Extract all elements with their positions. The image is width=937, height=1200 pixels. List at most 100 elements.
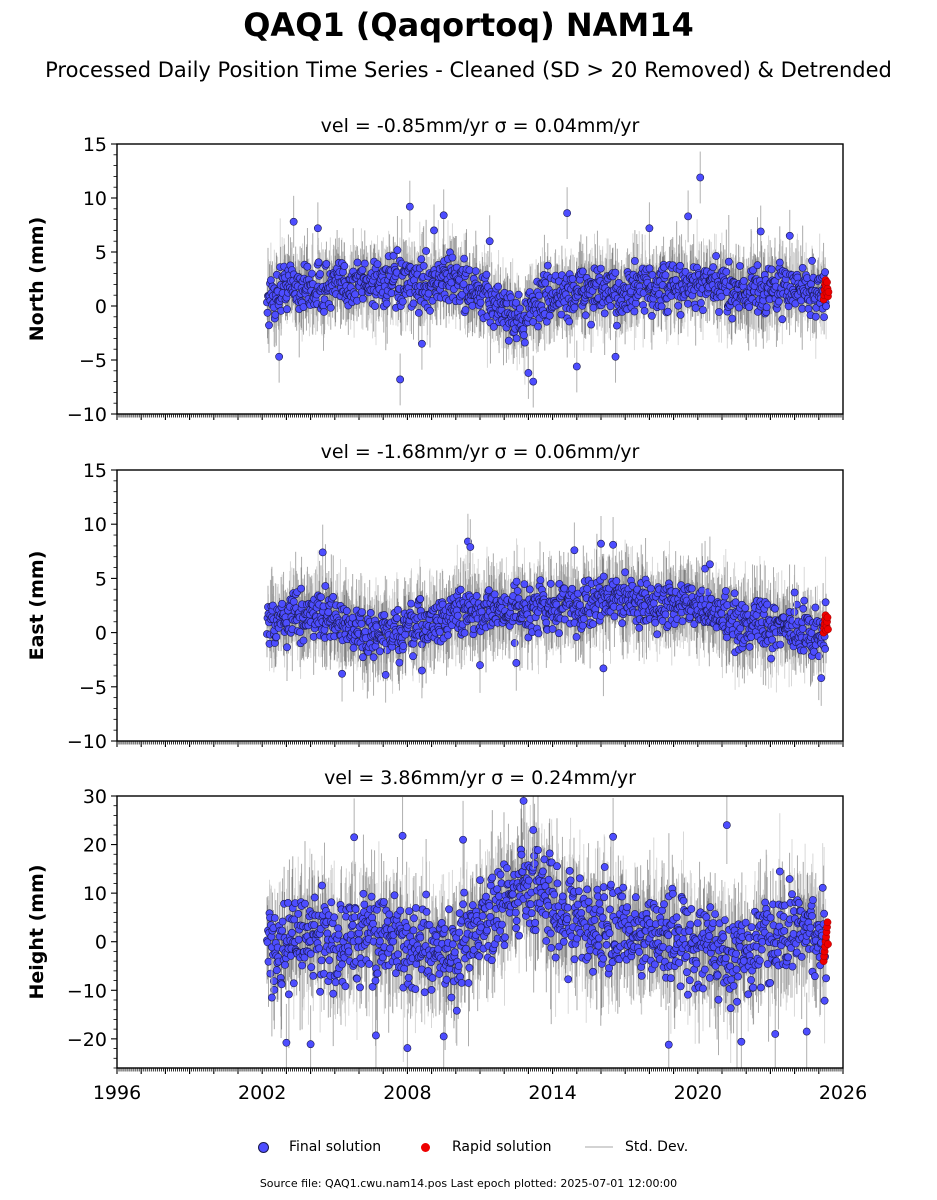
final-point [535,291,543,300]
plot-area-north [263,151,833,408]
final-point-outlier [529,377,538,386]
final-point [389,251,398,260]
final-point [263,308,272,317]
final-point [303,262,312,271]
final-point-outlier [396,375,405,384]
final-point-outlier [430,226,438,235]
final-point-outlier [785,231,794,240]
final-point [568,274,577,283]
rapid-point [823,278,831,287]
final-point [340,262,349,270]
final-point-outlier [696,173,705,182]
final-point [570,303,579,312]
final-point [798,263,807,272]
final-point [534,629,543,638]
final-point [648,311,656,320]
final-point [414,308,423,317]
final-point [272,633,281,641]
final-point [342,607,351,615]
final-point [392,614,401,622]
final-point [358,266,367,274]
final-point [460,629,469,637]
final-point [596,264,605,273]
final-point [504,336,513,345]
final-point-outlier [289,217,298,226]
final-point [545,311,554,320]
final-point [322,259,331,268]
final-point [521,338,529,347]
final-point [557,310,566,319]
final-point [578,267,587,276]
final-point [529,318,538,326]
final-point [552,600,561,609]
final-point [349,644,358,652]
y-tick-label: 10 [83,188,107,210]
final-point [380,611,389,619]
final-point [524,633,533,642]
final-point [512,334,521,343]
final-point [572,633,581,641]
y-axis-north: −10 −5 0 5 10 15 [67,134,117,426]
final-point [514,290,523,299]
final-point [399,642,408,650]
final-point [353,258,362,267]
final-point [448,253,457,262]
panel-title-north: vel = -0.85mm/yr σ = 0.04mm/yr [321,115,640,137]
final-point [541,278,550,287]
y-tick-label: 0 [95,296,107,318]
final-point-outlier [418,339,426,348]
final-point [579,614,588,623]
final-point [419,261,428,270]
final-point [722,267,731,276]
final-point [536,576,545,584]
final-point [678,617,687,626]
final-point [371,302,379,310]
final-point [490,590,499,599]
final-point [676,310,685,319]
final-point [820,313,828,321]
x-ticks-north [116,414,844,420]
final-point [416,595,425,603]
final-point [621,568,629,577]
final-point [266,276,275,285]
final-point [568,584,576,593]
final-point [691,304,700,312]
final-point [426,306,434,315]
final-point-outlier [524,369,533,377]
final-point [611,268,620,277]
final-point [546,579,555,588]
final-point [676,261,684,270]
final-point [278,599,286,608]
final-point [456,585,465,594]
final-point [661,271,670,280]
final-point [461,306,470,314]
final-point [326,303,335,312]
final-point [753,261,762,270]
final-point [723,601,732,609]
final-point [265,321,273,330]
final-point [768,635,776,644]
final-point [690,620,699,628]
chart-title: QAQ1 (Qaqortoq) NAM14 [243,6,694,44]
final-point-outlier [485,237,494,246]
final-point [745,303,754,311]
final-point [358,653,367,662]
final-point [778,315,787,324]
final-point [653,630,662,639]
final-point [589,620,597,628]
final-point [484,586,493,595]
final-point [657,302,666,311]
final-point [317,593,325,601]
final-point [373,260,382,268]
final-point [494,282,502,291]
final-point [635,624,644,632]
final-point-outlier [439,211,448,220]
final-point [395,658,404,667]
final-point [351,290,359,299]
final-point-outlier [684,212,693,221]
final-points-east [263,513,830,706]
plot-area-east [263,513,832,706]
final-point [472,592,481,600]
final-point [465,266,474,274]
